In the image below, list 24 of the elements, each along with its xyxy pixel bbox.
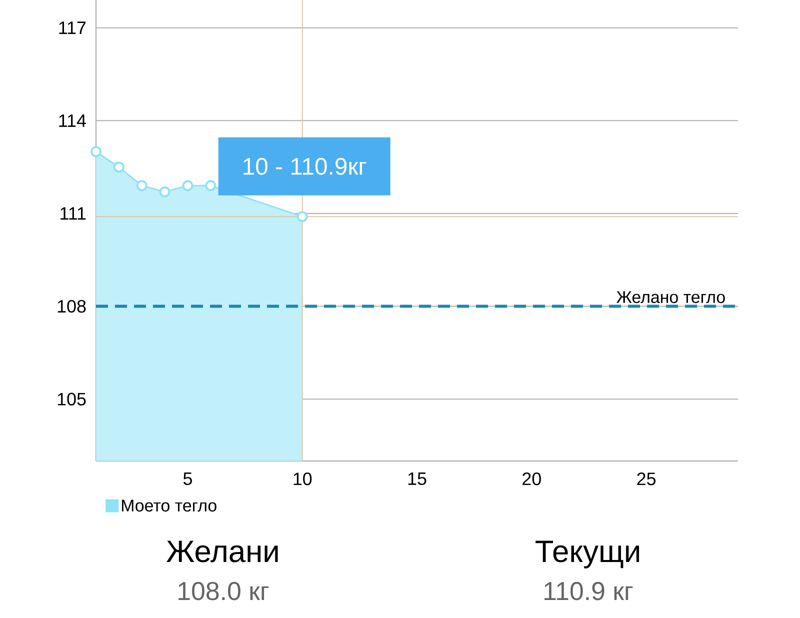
text: Текущи [536,540,640,568]
annotation: 10 - 110.9кг [244,158,366,175]
y-tick-label: 114 [59,114,86,127]
point [205,180,216,192]
x-tick-label: 20 [522,472,541,486]
point [113,162,124,173]
x-tick-label: 10 [294,472,312,486]
x-tick-label: 5 [183,472,192,486]
y-tick-label: 111 [60,207,86,220]
point [296,211,308,222]
point [136,180,148,192]
legend-label: Моето тегло [122,500,216,512]
y-tick-label: 117 [59,22,86,34]
text: 108.0 кг [178,582,269,600]
point [159,186,170,198]
text: Желани [166,540,278,562]
y-tick-label: 108 [58,300,86,313]
point [182,180,194,192]
x-tick-label: 15 [408,472,426,486]
text: 110.9 кг [544,582,633,600]
ref-line-label: Желано тегло [616,291,725,304]
point [90,146,102,158]
y-tick-label: 105 [58,392,86,406]
x-tick-label: 25 [637,472,656,486]
